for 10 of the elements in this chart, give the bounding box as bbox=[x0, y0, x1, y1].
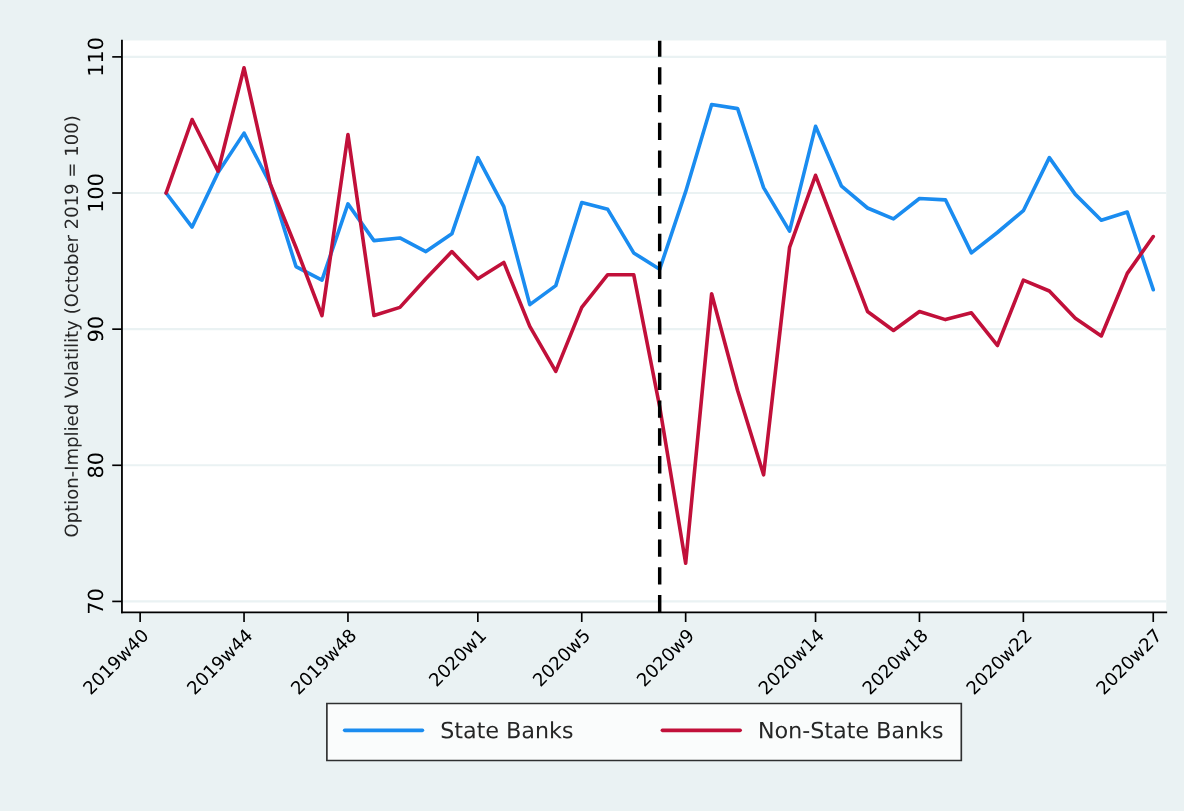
y-tick-label: 110 bbox=[87, 38, 104, 75]
y-axis-title: Option-Implied Volatility (October 2019 = 100) bbox=[64, 116, 82, 537]
legend-label: State Banks bbox=[441, 721, 573, 739]
y-tick-label: 100 bbox=[87, 174, 104, 211]
line-series bbox=[164, 102, 1156, 307]
y-tick-label: 90 bbox=[87, 317, 104, 342]
line-series bbox=[164, 65, 1156, 566]
y-tick-label: 70 bbox=[87, 589, 104, 613]
y-tick-label: 80 bbox=[87, 453, 104, 478]
legend-label: Non-State Banks bbox=[760, 721, 943, 739]
